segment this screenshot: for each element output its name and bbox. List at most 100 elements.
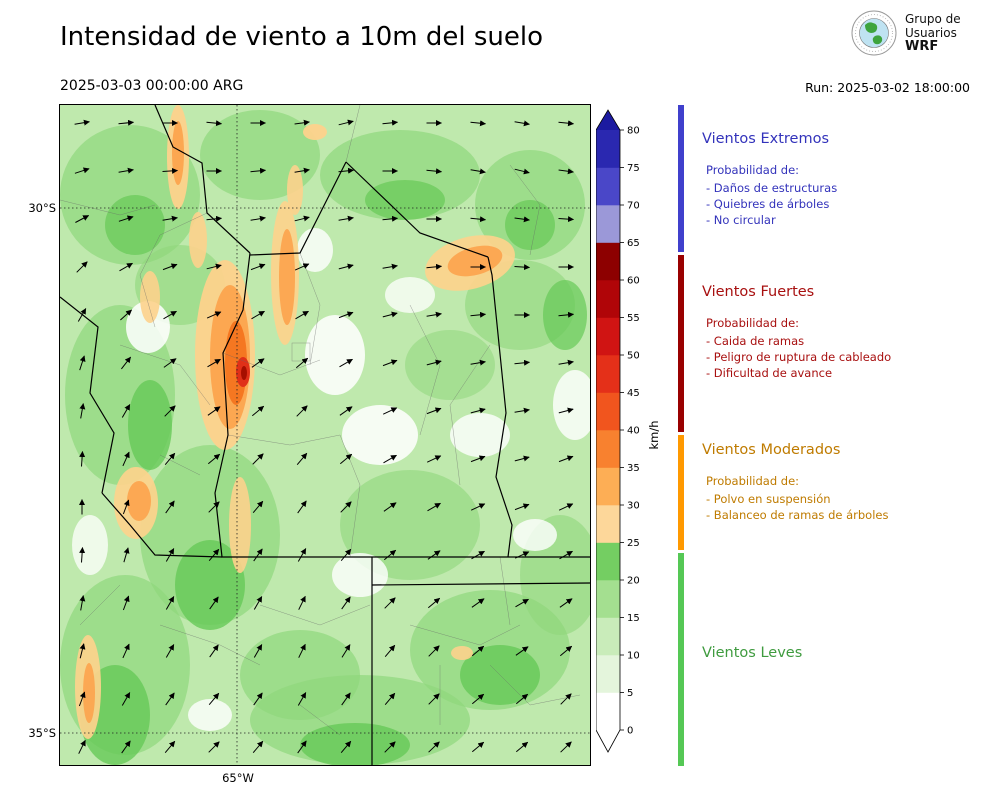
wind-arrow	[252, 500, 264, 514]
wind-arrow	[470, 407, 486, 414]
colorbar-segment	[596, 392, 620, 431]
wind-patch-w	[332, 553, 388, 597]
legend-section-leves: Vientos Leves	[702, 645, 802, 677]
legend-item: - No circular	[706, 213, 776, 227]
wind-patch-o1	[140, 271, 160, 323]
wind-arrow	[382, 263, 398, 270]
wind-patch-o2	[447, 245, 503, 277]
colorbar-over-arrow	[596, 110, 620, 130]
wind-arrow	[514, 551, 530, 559]
wind-arrow	[251, 358, 265, 368]
wind-arrow	[163, 358, 177, 368]
wind-arrow	[470, 216, 486, 223]
colorbar-segment	[596, 355, 620, 393]
wind-arrow	[338, 311, 354, 319]
valid-time: 2025-03-03 00:00:00 ARG	[60, 78, 244, 94]
colorbar-segment	[596, 167, 620, 206]
page-title: Intensidad de viento a 10m del suelo	[60, 22, 544, 52]
wind-arrow	[471, 693, 485, 705]
wind-patch-o1	[189, 212, 207, 268]
wind-patch-o2	[83, 663, 95, 723]
legend-probability-label: Probabilidad de:	[706, 316, 800, 330]
wind-arrow	[340, 740, 352, 754]
wind-arrow	[470, 311, 486, 318]
wind-arrow	[294, 119, 310, 126]
wind-arrow	[252, 740, 264, 754]
wind-intensity-patches	[60, 105, 590, 765]
wind-arrow	[121, 692, 131, 706]
colorbar-tick-label: 0	[627, 726, 633, 737]
wind-patch-w	[450, 413, 510, 457]
wind-arrow	[118, 119, 134, 126]
wind-arrow	[251, 405, 265, 417]
wind-arrow	[384, 644, 396, 658]
wind-arrow	[76, 261, 88, 273]
wind-arrow	[426, 455, 442, 463]
wind-arrow	[123, 547, 130, 563]
wind-arrow	[206, 215, 222, 222]
wind-patch-g3	[105, 195, 165, 255]
wind-arrow	[559, 550, 573, 560]
wind-patch-g2	[405, 330, 495, 400]
wind-arrow	[250, 215, 266, 222]
colorbar-unit-label: km/h	[647, 420, 661, 449]
wind-arrow	[427, 502, 441, 512]
wind-arrow	[560, 741, 572, 753]
wind-arrow	[426, 407, 442, 415]
wind-arrow	[78, 739, 86, 754]
category-strip-segment	[678, 553, 684, 766]
wind-patch-w	[553, 370, 590, 440]
wind-arrow	[206, 263, 222, 270]
wind-patch-w	[188, 699, 232, 731]
wind-arrow	[122, 499, 130, 515]
lat-label-30s: 30°S	[28, 201, 56, 215]
wind-arrow	[427, 597, 441, 609]
wind-arrow	[121, 740, 131, 754]
wind-arrow	[298, 643, 306, 658]
wind-arrow	[558, 359, 574, 366]
wind-arrow	[78, 691, 86, 707]
legend-probability-label: Probabilidad de:	[706, 474, 800, 488]
wind-patch-o2	[127, 481, 151, 521]
colorbar-tick-label: 25	[627, 538, 640, 549]
wind-arrow	[515, 693, 529, 705]
wind-patch-g3	[505, 200, 555, 250]
wind-arrow	[253, 596, 263, 610]
wind-arrow	[382, 359, 398, 367]
wind-arrow	[426, 263, 442, 270]
colorbar-segment	[596, 580, 620, 618]
colorbar-segment	[596, 542, 620, 581]
wind-arrow	[558, 311, 574, 318]
wind-arrow	[79, 547, 86, 563]
wind-arrow	[558, 168, 574, 175]
wind-arrow	[382, 215, 398, 222]
wind-arrow	[558, 120, 574, 127]
wind-arrow	[341, 692, 351, 706]
wind-patch-g2	[240, 630, 360, 720]
wind-patch-w	[126, 301, 170, 353]
wind-patch-o2	[172, 121, 184, 185]
wind-arrow	[514, 120, 530, 127]
wind-arrow	[296, 452, 308, 466]
wind-arrow	[383, 549, 397, 561]
wind-arrow	[382, 407, 398, 415]
wind-patch-o1	[451, 646, 473, 660]
wind-arrows	[74, 119, 574, 754]
colorbar-segment	[596, 205, 620, 243]
wind-patch-o1	[303, 124, 327, 140]
wind-arrow	[428, 693, 440, 705]
wind-arrow	[120, 309, 132, 321]
wind-arrow	[339, 453, 353, 465]
lon-label-65w: 65°W	[222, 771, 254, 785]
wind-arrow	[515, 598, 529, 608]
category-strip-segment	[678, 435, 684, 550]
wind-arrow	[294, 263, 310, 271]
wind-arrow	[208, 548, 220, 562]
wind-arrow	[426, 359, 442, 366]
wind-arrow	[79, 595, 86, 611]
category-strip	[678, 105, 684, 769]
wind-arrow	[206, 120, 222, 127]
wind-arrow	[297, 500, 307, 514]
wind-arrow	[338, 119, 354, 126]
